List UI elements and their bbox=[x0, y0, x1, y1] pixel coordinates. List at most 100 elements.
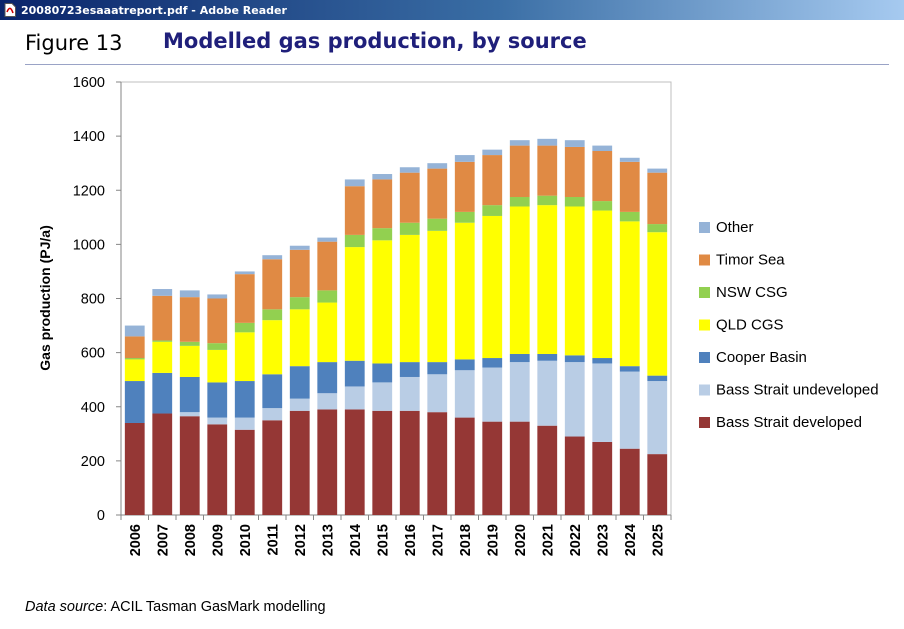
bar-segment bbox=[647, 224, 668, 233]
x-tick-label: 2006 bbox=[128, 524, 144, 556]
bar-segment bbox=[262, 420, 283, 515]
x-tick-label: 2008 bbox=[183, 524, 199, 556]
bar-segment bbox=[619, 371, 640, 449]
x-tick-label: 2018 bbox=[458, 524, 474, 556]
bar-segment bbox=[647, 172, 668, 225]
x-tick-label: 2007 bbox=[155, 524, 171, 556]
bar-segment bbox=[317, 393, 338, 410]
x-tick-label: 2014 bbox=[348, 524, 364, 556]
bar-segment bbox=[124, 336, 145, 359]
bar-segment bbox=[564, 206, 585, 356]
legend-swatch bbox=[699, 352, 710, 363]
bar-segment bbox=[234, 322, 255, 333]
bar-segment bbox=[482, 205, 503, 216]
figure-title: Modelled gas production, by source bbox=[163, 29, 587, 53]
bar-segment bbox=[207, 298, 228, 344]
bar-segment bbox=[344, 386, 365, 410]
bar-segment bbox=[179, 376, 200, 413]
bar-segment bbox=[509, 140, 530, 146]
bar-segment bbox=[372, 174, 393, 180]
bar-segment bbox=[289, 366, 310, 399]
bar-segment bbox=[564, 197, 585, 207]
bar-segment bbox=[289, 309, 310, 367]
x-tick-label: 2025 bbox=[650, 524, 666, 556]
bar-segment bbox=[399, 167, 420, 173]
bar-segment bbox=[317, 290, 338, 303]
bar-segment bbox=[152, 341, 173, 373]
y-tick-label: 1600 bbox=[73, 75, 105, 91]
bar-segment bbox=[234, 332, 255, 382]
legend-swatch bbox=[699, 287, 710, 298]
bar-segment bbox=[179, 416, 200, 515]
bar-segment bbox=[234, 274, 255, 323]
bar-segment bbox=[372, 228, 393, 241]
bar-segment bbox=[509, 353, 530, 363]
bar-segment bbox=[289, 398, 310, 411]
bar-segment bbox=[399, 222, 420, 235]
bar-segment bbox=[179, 297, 200, 342]
y-tick-label: 400 bbox=[81, 400, 105, 416]
bar-segment bbox=[262, 320, 283, 375]
bar-segment bbox=[344, 179, 365, 187]
bar-segment bbox=[564, 146, 585, 198]
bar-segment bbox=[152, 295, 173, 341]
bar-segment bbox=[592, 151, 613, 202]
bar-segment bbox=[427, 168, 448, 219]
bar-segment bbox=[592, 358, 613, 364]
legend-label: Bass Strait developed bbox=[716, 414, 862, 431]
bar-segment bbox=[234, 429, 255, 515]
bar-segment bbox=[262, 309, 283, 321]
bar-segment bbox=[234, 381, 255, 418]
legend-label: Other bbox=[716, 219, 754, 236]
bar-segment bbox=[399, 376, 420, 411]
bar-segment bbox=[344, 360, 365, 387]
legend-label: NSW CSG bbox=[716, 284, 788, 301]
bar-segment bbox=[427, 362, 448, 375]
bar-segment bbox=[234, 417, 255, 430]
bar-segment bbox=[289, 410, 310, 515]
window-title: 20080723esaaatreport.pdf - Adobe Reader bbox=[21, 3, 287, 17]
x-tick-label: 2023 bbox=[595, 524, 611, 556]
x-tick-label: 2010 bbox=[238, 524, 254, 556]
bar-segment bbox=[509, 145, 530, 198]
x-tick-label: 2024 bbox=[623, 524, 639, 556]
bar-segment bbox=[454, 370, 475, 418]
bar-segment bbox=[509, 362, 530, 422]
bar-segment bbox=[619, 157, 640, 162]
bar-segment bbox=[454, 417, 475, 515]
bar-segment bbox=[207, 382, 228, 418]
bar-segment bbox=[179, 345, 200, 377]
bar-segment bbox=[619, 366, 640, 372]
bar-segment bbox=[124, 358, 145, 360]
x-tick-label: 2017 bbox=[430, 524, 446, 556]
bar-segment bbox=[124, 325, 145, 337]
bar-segment bbox=[537, 360, 558, 426]
bar-segment bbox=[592, 210, 613, 359]
bar-segment bbox=[482, 155, 503, 206]
bar-segment bbox=[399, 234, 420, 363]
y-tick-label: 200 bbox=[81, 454, 105, 470]
bar-segment bbox=[207, 417, 228, 425]
bar-segment bbox=[482, 367, 503, 422]
y-tick-label: 1400 bbox=[73, 129, 105, 145]
bar-segment bbox=[509, 197, 530, 207]
bar-segment bbox=[152, 340, 173, 342]
bar-segment bbox=[564, 355, 585, 363]
bar-segment bbox=[344, 234, 365, 248]
x-tick-label: 2021 bbox=[540, 524, 556, 556]
bar-segment bbox=[592, 145, 613, 152]
bar-segment bbox=[482, 421, 503, 515]
bar-segment bbox=[454, 359, 475, 371]
bar-segment bbox=[289, 297, 310, 310]
bar-segment bbox=[619, 161, 640, 212]
x-tick-label: 2020 bbox=[513, 524, 529, 556]
bar-segment bbox=[454, 161, 475, 212]
bar-segment bbox=[482, 149, 503, 156]
y-axis-title: Gas production (PJ/a) bbox=[37, 225, 53, 370]
stacked-bar-chart: 0 200 400 600 800 1000 1200 1400 1600 Gas product… bbox=[37, 75, 879, 556]
bar-segment bbox=[537, 145, 558, 196]
bar-segment bbox=[234, 271, 255, 275]
bar-segment bbox=[317, 409, 338, 515]
bar-segment bbox=[619, 221, 640, 367]
bar-segment bbox=[179, 412, 200, 417]
